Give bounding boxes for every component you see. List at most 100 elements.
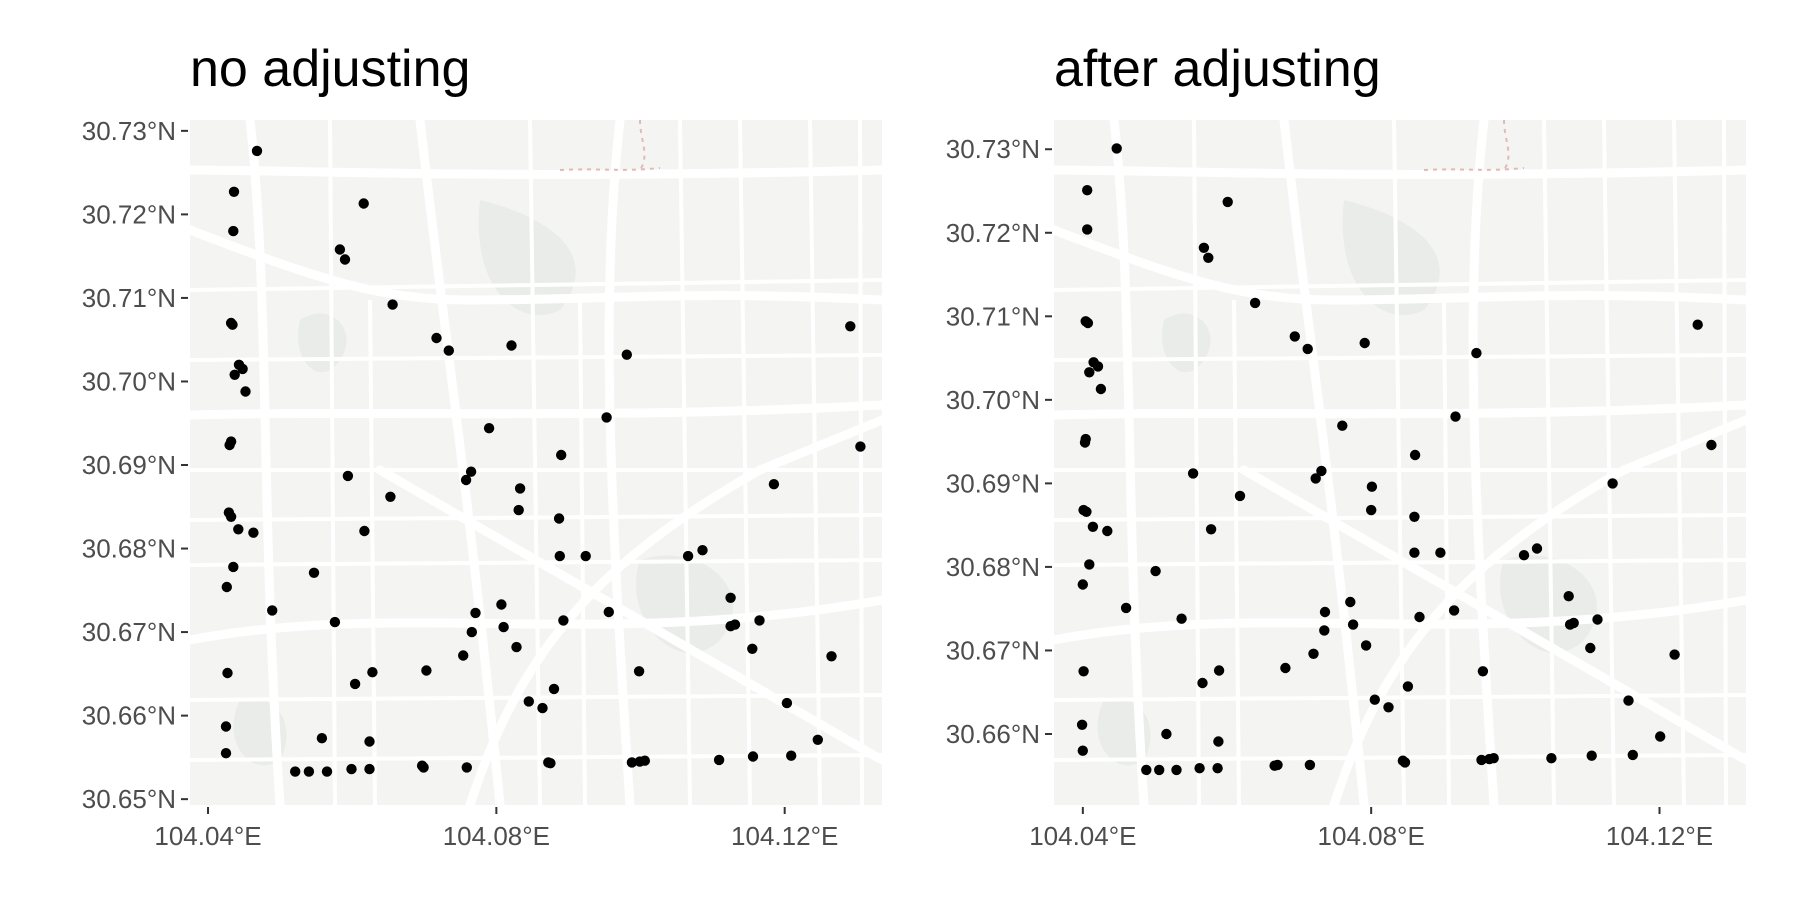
data-point (496, 599, 507, 610)
data-point (554, 550, 565, 562)
x-tick-label: 104.04°E (154, 821, 261, 851)
data-point (1586, 750, 1597, 761)
y-tick-label: 30.70°N (946, 385, 1040, 415)
data-point (1448, 605, 1460, 616)
data-point (537, 702, 548, 714)
data-point (1150, 565, 1161, 577)
data-point (1078, 666, 1089, 677)
data-point (225, 436, 237, 447)
data-point (329, 616, 341, 628)
panel-no-adjusting: no adjusting (82, 40, 882, 851)
panel-title: after adjusting (1054, 40, 1381, 98)
data-point (1655, 731, 1666, 742)
y-tick-label: 30.73°N (82, 116, 176, 146)
data-point (682, 550, 694, 562)
data-point (227, 319, 238, 330)
data-point (1623, 695, 1634, 706)
data-point (1409, 547, 1420, 558)
data-point (514, 483, 526, 494)
data-point (1669, 649, 1680, 660)
data-point (713, 754, 725, 766)
data-point (364, 763, 375, 775)
data-point (1171, 764, 1182, 776)
data-point (768, 479, 780, 490)
data-point (1366, 481, 1378, 492)
data-point (228, 225, 239, 237)
y-tick-label: 30.69°N (946, 468, 1040, 498)
data-point (248, 527, 259, 538)
data-point (1095, 383, 1107, 395)
data-point (1337, 420, 1348, 431)
data-point (418, 762, 429, 773)
data-point (621, 349, 632, 360)
y-tick-label: 30.66°N (946, 719, 1040, 749)
data-point (1205, 524, 1217, 535)
data-point (470, 607, 481, 619)
data-point (458, 650, 469, 661)
data-point (1627, 749, 1639, 761)
data-point (1081, 506, 1092, 517)
points (220, 145, 866, 777)
panel-title: no adjusting (190, 40, 470, 98)
data-point (1304, 759, 1316, 771)
data-point (747, 643, 758, 654)
data-point (558, 615, 569, 626)
data-point (1347, 619, 1359, 630)
data-point (1084, 367, 1095, 378)
data-point (364, 736, 375, 747)
y-tick-label: 30.73°N (946, 134, 1040, 164)
data-point (1563, 591, 1574, 602)
data-point (1082, 224, 1093, 235)
x-axis: 104.04°E 104.08°E 104.12°E (1029, 807, 1713, 851)
data-point (1345, 596, 1356, 608)
data-point (1203, 252, 1214, 263)
data-point (1077, 579, 1089, 590)
y-tick-label: 30.69°N (82, 450, 176, 480)
data-point (523, 696, 534, 707)
data-point (237, 363, 248, 375)
y-tick-label: 30.72°N (946, 218, 1040, 248)
data-point (225, 511, 237, 522)
data-point (1289, 331, 1301, 342)
data-point (228, 561, 239, 573)
data-point (443, 345, 454, 356)
panel-after-adjusting: after adjusting (946, 40, 1746, 851)
data-point (1176, 613, 1187, 624)
y-tick-label: 30.67°N (946, 635, 1040, 665)
data-point (845, 321, 856, 332)
data-point (342, 470, 354, 482)
data-point (229, 369, 240, 380)
data-point (603, 606, 614, 618)
x-tick-label: 104.08°E (443, 821, 550, 851)
data-point (1409, 449, 1421, 461)
data-point (1592, 614, 1603, 625)
data-point (1369, 694, 1381, 705)
data-point (359, 525, 370, 537)
data-point (321, 766, 333, 777)
data-point (1212, 763, 1223, 774)
data-point (548, 683, 560, 695)
data-point (316, 733, 328, 744)
y-tick-label: 30.66°N (82, 701, 176, 731)
x-tick-label: 104.04°E (1029, 821, 1136, 851)
basemap (190, 120, 882, 805)
data-point (511, 641, 522, 653)
data-point (1194, 763, 1205, 774)
data-point (1477, 666, 1489, 677)
data-point (754, 615, 765, 626)
data-point (1399, 757, 1411, 768)
y-tick-label: 30.70°N (82, 366, 176, 396)
data-point (1409, 511, 1420, 522)
data-point (251, 145, 263, 157)
data-point (466, 626, 477, 638)
data-point (1435, 547, 1446, 558)
y-tick-label: 30.72°N (82, 199, 176, 229)
data-point (1161, 728, 1172, 740)
data-point (1308, 648, 1319, 659)
data-point (1280, 662, 1291, 674)
y-tick-label: 30.68°N (82, 534, 176, 564)
data-point (781, 697, 793, 709)
data-point (240, 386, 251, 397)
y-tick-label: 30.65°N (82, 784, 176, 814)
